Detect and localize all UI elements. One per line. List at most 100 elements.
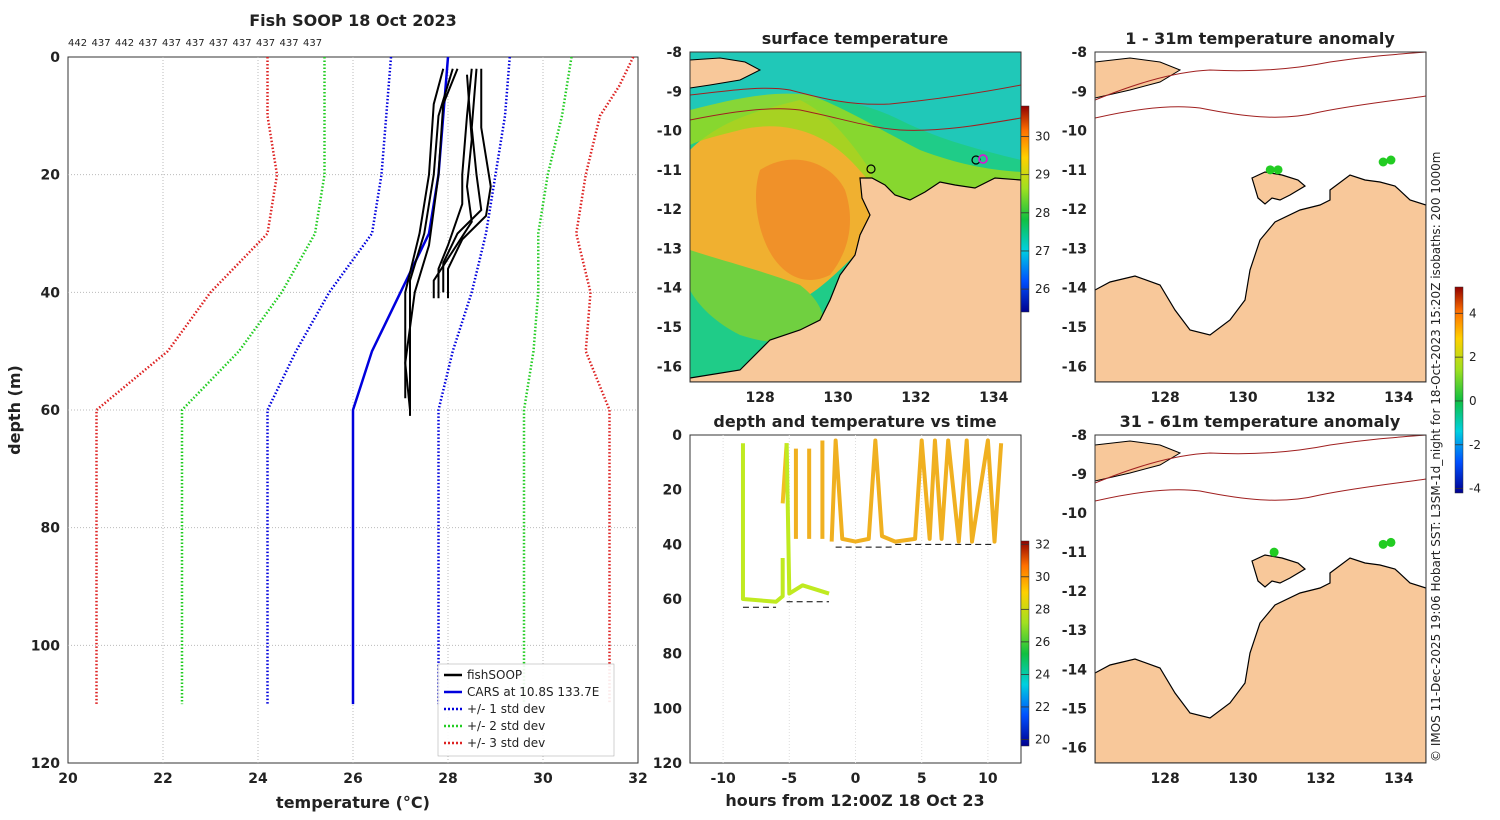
anomaly-point	[1273, 165, 1283, 175]
track-segment	[784, 443, 830, 596]
fish-profile-line	[404, 68, 445, 399]
y-tick-label: -9	[1071, 84, 1087, 100]
x-tick-label: 20	[58, 771, 78, 787]
x-tick-label: 32	[628, 771, 647, 787]
series--3-std	[95, 57, 279, 705]
y-tick-label: -8	[666, 45, 682, 61]
sst-land	[690, 177, 1021, 382]
y-tick-label: -11	[657, 163, 682, 179]
anomaly-colorbar-group: 4 2 0 -2 -4	[1454, 286, 1481, 496]
x-tick-label: 24	[248, 771, 268, 787]
y-tick-label: 40	[41, 285, 61, 301]
top-label: 437	[92, 38, 111, 49]
anomaly-1-isobath-1000	[1095, 52, 1426, 101]
profile-x-ticks: 20 22 24 26 28 30 32	[58, 771, 647, 787]
y-tick-label: -10	[1062, 124, 1088, 140]
profile-y-label: depth (m)	[5, 365, 24, 455]
x-tick-label: 128	[745, 390, 774, 406]
side-note: © IMOS 11-Dec-2025 19:06 Hobart SST: L3S…	[1429, 152, 1443, 763]
y-tick-label: 100	[653, 701, 682, 717]
sst-title: surface temperature	[762, 29, 949, 48]
colorbar-tick-label: 26	[1035, 635, 1050, 649]
timeseries-title: depth and temperature vs time	[713, 412, 996, 431]
anomaly-2-points	[1269, 537, 1396, 557]
x-tick-label: 0	[851, 771, 861, 787]
profile-legend: fishSOOP CARS at 10.8S 133.7E +/- 1 std …	[437, 663, 615, 757]
anomaly-2-isobath-200	[1095, 478, 1426, 502]
legend-entry-std1: +/- 1 std dev	[467, 702, 545, 716]
anomaly-2-y-ticks: -8 -9 -10 -11 -12 -13 -14 -15 -16	[1062, 428, 1088, 756]
track-segment	[829, 438, 1004, 544]
x-tick-label: 128	[1150, 390, 1179, 406]
x-tick-label: 134	[979, 390, 1008, 406]
y-tick-label: 120	[31, 756, 60, 772]
colorbar-tick-label: 29	[1035, 168, 1050, 182]
anomaly-2-title: 31 - 61m temperature anomaly	[1120, 412, 1401, 431]
colorbar-tick-label: 20	[1035, 732, 1050, 746]
legend-entry-std3: +/- 3 std dev	[467, 736, 545, 750]
timeseries-colorbar	[1020, 540, 1030, 747]
timeseries-y-ticks: 0 20 40 60 80 100 120	[653, 428, 682, 772]
sst-x-ticks: 128 130 132 134	[745, 390, 1008, 406]
y-tick-label: -14	[657, 281, 683, 297]
x-tick-label: 30	[533, 771, 553, 787]
colorbar-tick-label: 30	[1035, 130, 1050, 144]
y-tick-label: 0	[50, 50, 60, 66]
timeseries-plot-area	[689, 434, 1022, 764]
sst-colorbar	[1020, 105, 1030, 313]
timeseries-x-ticks: -10 -5 0 5 10	[710, 771, 997, 787]
colorbar-tick-label: 27	[1035, 244, 1050, 258]
anomaly-point	[1269, 547, 1279, 557]
x-tick-label: 26	[343, 771, 362, 787]
y-tick-label: -8	[1071, 45, 1087, 61]
anomaly-point	[1378, 539, 1388, 549]
y-tick-label: -9	[1071, 467, 1087, 483]
x-tick-label: 10	[978, 771, 998, 787]
timeseries-x-label: hours from 12:00Z 18 Oct 23	[725, 791, 984, 810]
colorbar-tick-label: 24	[1035, 667, 1050, 681]
colorbar-tick-label: 28	[1035, 602, 1050, 616]
series--1-std	[437, 56, 511, 705]
y-tick-label: -12	[1062, 202, 1087, 218]
fish-profile-line	[432, 74, 473, 299]
y-tick-label: -10	[1062, 506, 1088, 522]
top-label: 437	[303, 38, 322, 49]
x-tick-label: 28	[438, 771, 457, 787]
timeseries-track	[740, 438, 1004, 604]
timeseries-panel: -10 -5 0 5 10 0 20 40 60 80 100 120 depth and temp…	[653, 412, 1051, 810]
anomaly-1-y-ticks: -8 -9 -10 -11 -12 -13 -14 -15 -16	[1062, 45, 1088, 375]
anomaly-point	[1265, 165, 1275, 175]
y-tick-label: -14	[1062, 281, 1088, 297]
profile-top-labels: 442 437 442 437 437 437 437 437 437 437 437	[68, 38, 322, 49]
top-label: 442	[115, 38, 134, 49]
legend-entry-std2: +/- 2 std dev	[467, 719, 545, 733]
profile-y-ticks: 0 20 40 60 80 100 120	[31, 50, 60, 772]
y-tick-label: -14	[1062, 662, 1088, 678]
colorbar-tick-label: 28	[1035, 206, 1050, 220]
anomaly-2-land	[1095, 554, 1426, 763]
fish-profile-line	[437, 68, 473, 299]
x-tick-label: 128	[1150, 771, 1179, 787]
anomaly-2-frame	[1094, 434, 1427, 764]
y-tick-label: -13	[657, 241, 682, 257]
y-tick-label: -15	[1062, 320, 1087, 336]
colorbar-tick-label: 0	[1469, 394, 1477, 408]
anomaly-panel-2: 128 130 132 134 -8 -9 -10 -11 -12 -13 -14 -15 -16 3…	[1062, 412, 1427, 787]
y-tick-label: 60	[41, 403, 61, 419]
fish-profile-line	[447, 68, 492, 299]
fish-profiles	[404, 68, 492, 416]
y-tick-label: -16	[1062, 740, 1087, 756]
y-tick-label: -9	[666, 84, 682, 100]
anomaly-1-isobath-200	[1095, 95, 1426, 119]
colorbar-tick-label: 26	[1035, 282, 1050, 296]
series--2-std	[180, 57, 326, 705]
x-tick-label: 130	[1228, 390, 1257, 406]
y-tick-label: 80	[41, 521, 61, 537]
sst-map	[690, 52, 1021, 382]
sst-cool-north	[690, 52, 1021, 160]
anomaly-map-1	[1095, 52, 1426, 382]
top-label: 437	[256, 38, 275, 49]
y-tick-label: 0	[672, 428, 682, 444]
y-tick-label: -12	[1062, 584, 1087, 600]
